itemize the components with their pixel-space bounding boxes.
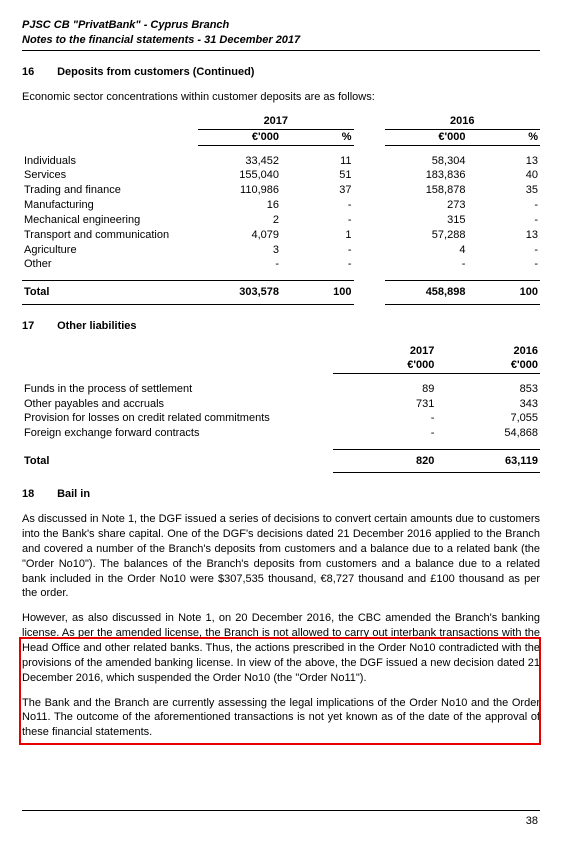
sec17-y2: 2016 <box>436 344 540 359</box>
table-row: Foreign exchange forward contracts-54,86… <box>22 426 540 441</box>
table-row: Funds in the process of settlement89853 <box>22 382 540 397</box>
sec16-total-a: 303,578 <box>198 281 281 304</box>
table-row: Other---- <box>22 257 540 272</box>
sec16-table: 2017 2016 €'000 % €'000 % Individuals33,… <box>22 114 540 304</box>
sec17-unit2: €'000 <box>436 358 540 373</box>
doc-notes: Notes to the financial statements - 31 D… <box>22 33 540 48</box>
section-16-heading: 16 Deposits from customers (Continued) <box>22 65 540 80</box>
sec17-title: Other liabilities <box>57 320 136 332</box>
table-row: Agriculture3-4- <box>22 243 540 258</box>
sec16-year-2016: 2016 <box>385 114 540 129</box>
section-17-heading: 17 Other liabilities <box>22 319 540 334</box>
sec16-num: 16 <box>22 65 54 80</box>
sec16-total-b: 458,898 <box>385 281 468 304</box>
pct-2016: % <box>467 130 540 146</box>
sec17-total-label: Total <box>22 450 333 473</box>
section-18-heading: 18 Bail in <box>22 487 540 502</box>
sec17-num: 17 <box>22 319 54 334</box>
sec18-num: 18 <box>22 487 54 502</box>
sec16-total-label: Total <box>22 281 198 304</box>
table-row: Trading and finance110,98637158,87835 <box>22 183 540 198</box>
sec17-total-b: 63,119 <box>436 450 540 473</box>
sec17-y1: 2017 <box>333 344 437 359</box>
unit-2017: €'000 <box>198 130 281 146</box>
table-row: Transport and communication4,079157,2881… <box>22 228 540 243</box>
table-row: Mechanical engineering2-315- <box>22 213 540 228</box>
sec16-total-bp: 100 <box>467 281 540 304</box>
sec16-total-ap: 100 <box>281 281 354 304</box>
page-number: 38 <box>526 814 538 829</box>
sec17-unit1: €'000 <box>333 358 437 373</box>
table-row: Other payables and accruals731343 <box>22 397 540 412</box>
sec17-table: 2017 2016 €'000 €'000 Funds in the proce… <box>22 344 540 474</box>
header-rule <box>22 50 540 51</box>
sec18-p2: However, as also discussed in Note 1, on… <box>22 611 540 685</box>
pct-2017: % <box>281 130 354 146</box>
table-row: Services155,04051183,83640 <box>22 168 540 183</box>
table-row: Manufacturing16-273- <box>22 198 540 213</box>
sec16-title: Deposits from customers (Continued) <box>57 66 254 78</box>
sec16-year-2017: 2017 <box>198 114 353 129</box>
sec16-intro: Economic sector concentrations within cu… <box>22 90 540 105</box>
table-row: Provision for losses on credit related c… <box>22 411 540 426</box>
sec18-p1: As discussed in Note 1, the DGF issued a… <box>22 512 540 601</box>
doc-company: PJSC CB "PrivatBank" - Cyprus Branch <box>22 18 540 33</box>
footer-rule <box>22 810 540 811</box>
sec18-title: Bail in <box>57 488 90 500</box>
table-row: Individuals33,4521158,30413 <box>22 154 540 169</box>
sec17-total-a: 820 <box>333 450 437 473</box>
unit-2016: €'000 <box>385 130 468 146</box>
sec18-p3: The Bank and the Branch are currently as… <box>22 696 540 741</box>
